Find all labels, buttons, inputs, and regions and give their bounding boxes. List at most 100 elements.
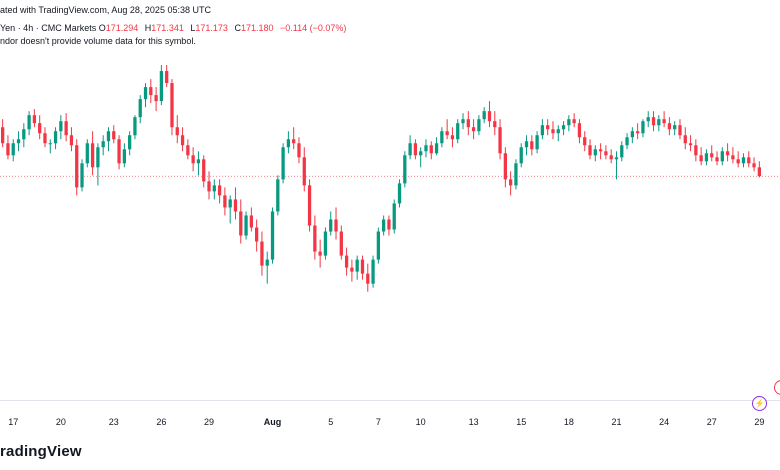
candle (667, 117, 672, 136)
candle (688, 135, 693, 152)
candle (535, 131, 539, 154)
candle-body (392, 203, 396, 230)
candle (323, 227, 328, 260)
candle (392, 199, 396, 234)
lightning-icon[interactable]: ⚡ (752, 396, 767, 411)
candle (265, 251, 269, 284)
candle-body (159, 71, 164, 102)
candle-body (747, 157, 751, 164)
candle (747, 151, 751, 168)
candle (657, 115, 661, 132)
candle-body (604, 151, 608, 156)
candle-body (334, 219, 338, 232)
candle (583, 131, 587, 152)
candle (53, 127, 58, 150)
candle-body (577, 123, 582, 138)
candle-body (519, 147, 523, 164)
x-tick-label: 17 (8, 417, 19, 427)
candle-body (636, 131, 640, 134)
candle-body (249, 215, 253, 228)
candle (112, 125, 116, 144)
candle (461, 113, 465, 130)
candle-body (344, 255, 349, 268)
candle (292, 127, 296, 150)
open-value: 171.294 (105, 23, 139, 33)
candle (191, 147, 195, 172)
candle (546, 119, 550, 136)
candle-body (106, 131, 111, 142)
candle (27, 111, 31, 136)
candle-body (323, 231, 328, 256)
candle-body (165, 71, 169, 84)
candle-body (757, 167, 761, 177)
x-tick-label: 18 (563, 417, 574, 427)
candle (64, 113, 68, 142)
candle-body (403, 155, 407, 184)
candle (699, 147, 703, 166)
candle (165, 65, 169, 88)
candle (450, 127, 455, 148)
candle (143, 83, 148, 108)
symbol-name[interactable]: Yen · 4h · CMC Markets (0, 23, 97, 33)
candle (334, 207, 338, 240)
candle-body (699, 155, 703, 162)
candle (344, 247, 349, 276)
candle-body (588, 145, 592, 156)
candle (683, 127, 687, 150)
candle-body (276, 179, 280, 212)
candle-body (741, 157, 746, 164)
candle (524, 135, 529, 156)
candle (48, 139, 52, 154)
candle (244, 211, 248, 240)
candle (138, 95, 142, 124)
candle-body (593, 149, 597, 156)
candle (90, 131, 95, 176)
candle (572, 113, 576, 128)
candle (255, 219, 259, 252)
candle (170, 79, 174, 136)
candle (228, 195, 232, 224)
candle (424, 139, 428, 158)
candle-body (434, 143, 439, 154)
x-tick-label: 29 (754, 417, 765, 427)
candle-body (530, 141, 534, 150)
candle (477, 115, 481, 136)
candle-body (313, 225, 317, 252)
candle (636, 123, 640, 140)
low-value: 171.173 (195, 23, 228, 33)
candle (503, 147, 507, 188)
candle (38, 115, 42, 140)
candle-body (572, 119, 576, 124)
tradingview-logo: radingView (0, 443, 82, 460)
x-tick-label: 24 (659, 417, 670, 427)
candle-body (355, 259, 359, 272)
candle (329, 211, 333, 236)
candle-body (704, 153, 709, 162)
candle (620, 141, 624, 162)
candle (239, 199, 243, 244)
close-value: 171.180 (240, 23, 274, 33)
candle (360, 255, 365, 280)
candle (307, 179, 312, 232)
candle-body (376, 231, 380, 260)
candle (725, 143, 730, 162)
candle-body (69, 135, 74, 146)
candle-body (38, 123, 42, 134)
candle (106, 127, 111, 152)
candle (429, 141, 433, 160)
candle-body (292, 139, 296, 144)
candle-body (170, 83, 174, 128)
candle (609, 149, 613, 164)
candle-body (424, 145, 428, 152)
candle-body (614, 157, 619, 160)
candle-body (598, 149, 603, 152)
candle (6, 135, 10, 160)
candle (217, 179, 222, 204)
candle-body (720, 151, 724, 162)
x-tick-label: 5 (328, 417, 334, 427)
candle-body (59, 121, 63, 132)
candle-body (196, 159, 201, 164)
candle-body (149, 87, 153, 96)
candle-body (233, 199, 238, 212)
